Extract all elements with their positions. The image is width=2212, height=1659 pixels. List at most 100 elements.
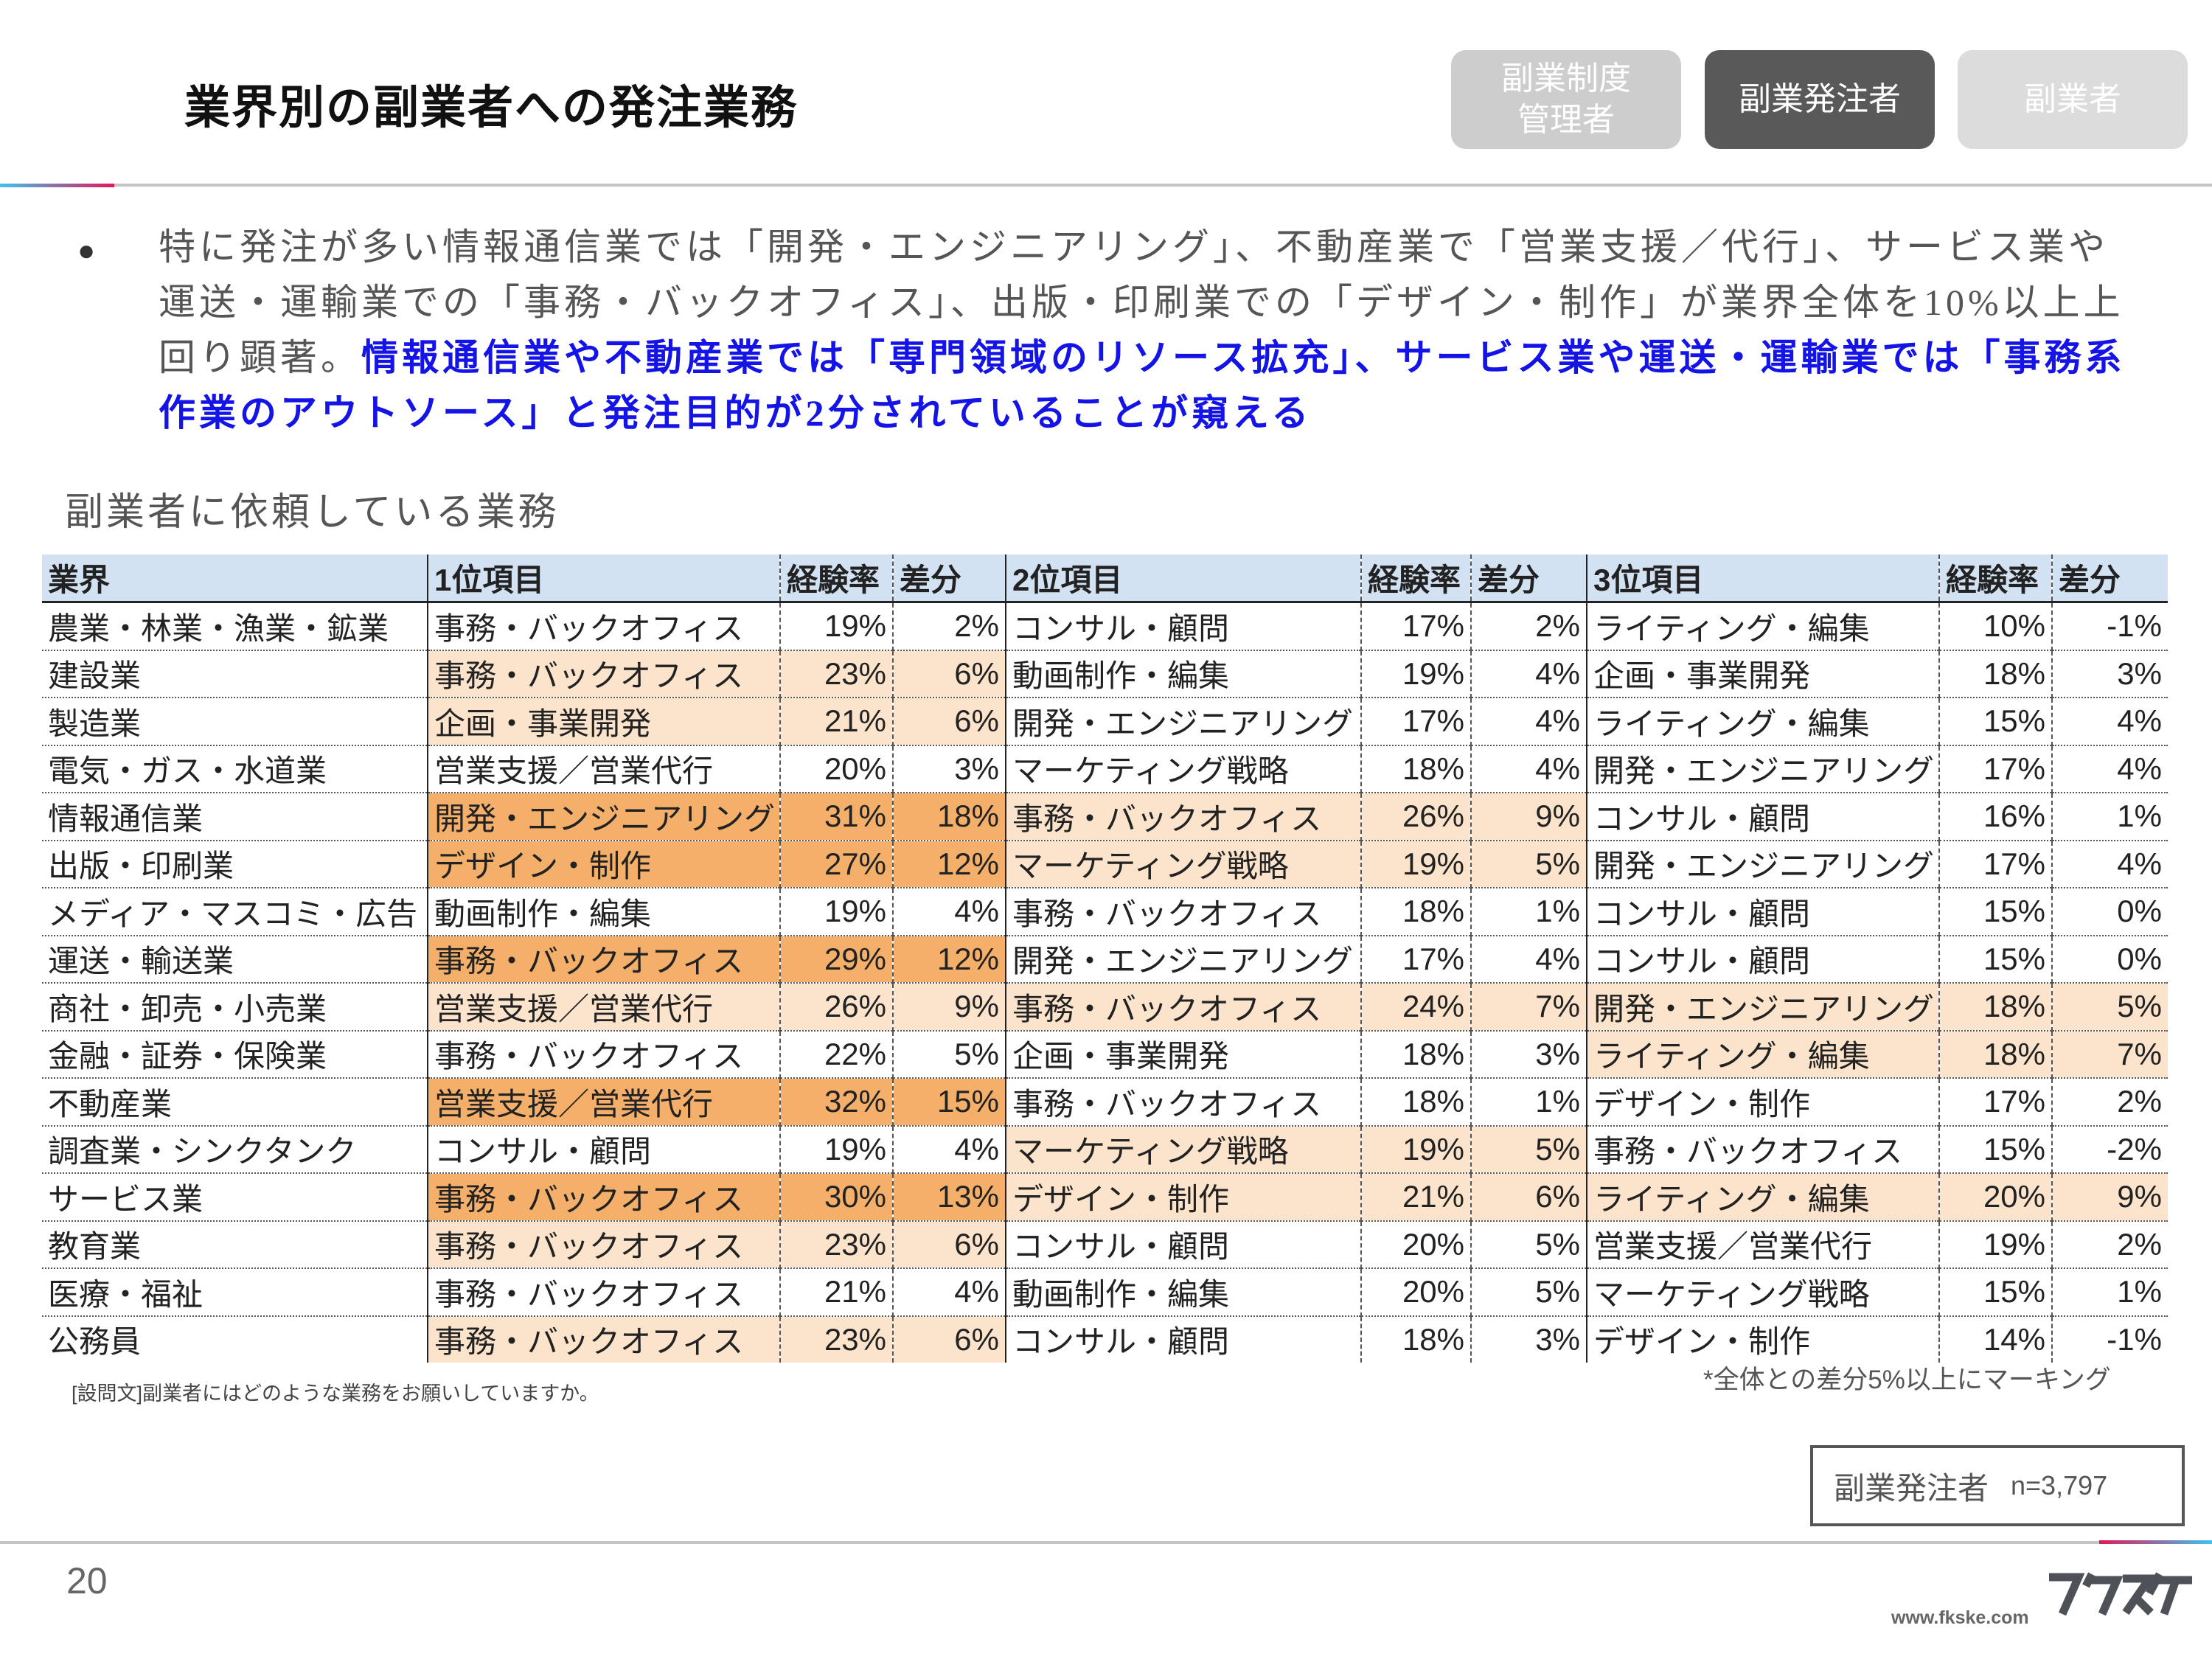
table-row: 出版・印刷業 デザイン・制作 27% 12% マーケティング戦略 19% 5% 開発・エンジニ…	[42, 840, 2168, 888]
summary-emphasis: 情報通信業や不動産業では「専門領域のリソース拡充」、サービス業や運送・運輸業では…	[159, 337, 2126, 434]
rank3-diff-cell: 2%	[2051, 1078, 2168, 1127]
rank1-diff-cell: 13%	[892, 1173, 1006, 1222]
rank3-item-cell: 開発・エンジニアリング	[1586, 983, 1939, 1032]
rank1-diff-cell: 6%	[892, 1315, 1006, 1363]
rank3-item-cell: 開発・エンジニアリング	[1586, 840, 1939, 888]
rank1-diff-cell: 12%	[892, 840, 1006, 888]
rank2-diff-cell: 9%	[1470, 793, 1587, 841]
rank1-diff-cell: 5%	[892, 1030, 1006, 1079]
rank2-item-cell: マーケティング戦略	[1005, 840, 1361, 888]
industry-cell: 農業・林業・漁業・鉱業	[42, 602, 428, 651]
rank3-item-cell: 開発・エンジニアリング	[1586, 745, 1939, 793]
rank2-diff-cell: 1%	[1470, 1078, 1587, 1127]
table-row: 建設業 事務・バックオフィス 23% 6% 動画制作・編集 19% 4% 企画・事業開発 18%…	[42, 650, 2168, 698]
rank1-item-cell: 開発・エンジニアリング	[427, 793, 780, 841]
rank1-item-cell: 営業支援／営業代行	[427, 983, 780, 1032]
rank1-item-cell: デザイン・制作	[427, 840, 780, 888]
rank3-rate-cell: 15%	[1938, 935, 2052, 984]
rank1-diff-cell: 6%	[892, 650, 1006, 698]
rank1-item-cell: 動画制作・編集	[427, 888, 780, 936]
header-rank1-rate: 経験率	[779, 554, 893, 603]
rank1-rate-cell: 32%	[779, 1078, 893, 1127]
industry-cell: 出版・印刷業	[42, 840, 428, 888]
segment-side-job-system-admin[interactable]: 副業制度 管理者	[1451, 50, 1681, 149]
rank1-diff-cell: 12%	[892, 935, 1006, 984]
rank2-item-cell: 事務・バックオフィス	[1005, 888, 1361, 936]
rank3-rate-cell: 17%	[1938, 840, 2052, 888]
rank2-item-cell: マーケティング戦略	[1005, 1125, 1361, 1174]
rank1-item-cell: 事務・バックオフィス	[427, 1268, 780, 1317]
table-row: 調査業・シンクタンク コンサル・顧問 19% 4% マーケティング戦略 19% 5% 事務・バ…	[42, 1125, 2168, 1174]
rank2-diff-cell: 4%	[1470, 650, 1587, 698]
rank2-diff-cell: 5%	[1470, 1125, 1587, 1174]
rank2-rate-cell: 18%	[1360, 1030, 1471, 1079]
rank3-rate-cell: 17%	[1938, 745, 2052, 793]
rank3-item-cell: 営業支援／営業代行	[1586, 1220, 1939, 1269]
rank3-rate-cell: 15%	[1938, 1125, 2052, 1174]
rank1-item-cell: コンサル・顧問	[427, 1125, 780, 1174]
rank1-diff-cell: 9%	[892, 983, 1006, 1032]
footer-divider	[0, 1541, 2099, 1544]
rank2-item-cell: デザイン・制作	[1005, 1173, 1361, 1222]
header-rank3-item: 3位項目	[1586, 554, 1939, 603]
rank2-item-cell: 事務・バックオフィス	[1005, 793, 1361, 841]
rank3-rate-cell: 18%	[1938, 983, 2052, 1032]
header-rank3-diff: 差分	[2051, 554, 2168, 603]
rank3-item-cell: マーケティング戦略	[1586, 1268, 1939, 1317]
rank1-rate-cell: 29%	[779, 935, 893, 984]
header-rank1-item: 1位項目	[427, 554, 780, 603]
rank2-item-cell: 事務・バックオフィス	[1005, 983, 1361, 1032]
rank1-rate-cell: 31%	[779, 793, 893, 841]
segment-side-job-worker[interactable]: 副業者	[1958, 50, 2188, 149]
rank3-diff-cell: -2%	[2051, 1125, 2168, 1174]
rank3-item-cell: デザイン・制作	[1586, 1078, 1939, 1127]
rank3-diff-cell: -1%	[2051, 602, 2168, 651]
rank2-diff-cell: 1%	[1470, 888, 1587, 936]
rank1-item-cell: 事務・バックオフィス	[427, 1030, 780, 1079]
rank2-diff-cell: 6%	[1470, 1173, 1587, 1222]
industry-cell: 教育業	[42, 1220, 428, 1269]
rank2-item-cell: 開発・エンジニアリング	[1005, 698, 1361, 746]
rank1-item-cell: 事務・バックオフィス	[427, 935, 780, 984]
rank1-rate-cell: 23%	[779, 1220, 893, 1269]
logo-graphic	[2049, 1572, 2192, 1616]
rank2-rate-cell: 20%	[1360, 1220, 1471, 1269]
rank3-rate-cell: 15%	[1938, 1268, 2052, 1317]
summary-normal: 特に発注が多い情報通信業では「開発・エンジニアリング」、不動産業で「営業支援／代…	[159, 226, 2124, 378]
rank2-item-cell: コンサル・顧問	[1005, 1315, 1361, 1363]
rank3-item-cell: コンサル・顧問	[1586, 793, 1939, 841]
page-number: 20	[66, 1560, 108, 1601]
industry-cell: 不動産業	[42, 1078, 428, 1127]
header-industry: 業界	[42, 554, 428, 603]
rank2-rate-cell: 19%	[1360, 840, 1471, 888]
rank1-diff-cell: 18%	[892, 793, 1006, 841]
rank2-diff-cell: 4%	[1470, 698, 1587, 746]
rank2-rate-cell: 20%	[1360, 1268, 1471, 1317]
rank3-diff-cell: 4%	[2051, 840, 2168, 888]
rank3-item-cell: コンサル・顧問	[1586, 935, 1939, 984]
sample-label: 副業発注者	[1834, 1470, 1989, 1506]
rank1-rate-cell: 20%	[779, 745, 893, 793]
industry-cell: 運送・輸送業	[42, 935, 428, 984]
industry-cell: 公務員	[48, 1324, 142, 1360]
industry-cell: 建設業	[42, 650, 428, 698]
rank2-diff-cell: 4%	[1470, 745, 1587, 793]
rank2-item-cell: マーケティング戦略	[1005, 745, 1361, 793]
rank2-rate-cell: 18%	[1360, 1315, 1471, 1363]
rank3-rate-cell: 15%	[1938, 888, 2052, 936]
rank1-diff-cell: 6%	[892, 698, 1006, 746]
rank2-diff-cell: 5%	[1470, 1220, 1587, 1269]
rank1-rate-cell: 19%	[779, 888, 893, 936]
fukusuke-logo	[2046, 1567, 2194, 1622]
rank3-diff-cell: 4%	[2051, 698, 2168, 746]
footer-url[interactable]: www.fkske.com	[1891, 1607, 2029, 1628]
rank1-item-cell: 事務・バックオフィス	[427, 1315, 780, 1363]
rank1-diff-cell: 15%	[892, 1078, 1006, 1127]
sample-n: n=3,797	[2011, 1470, 2108, 1500]
rank1-item-cell: 事務・バックオフィス	[427, 1173, 780, 1222]
rank1-rate-cell: 21%	[779, 698, 893, 746]
rank2-rate-cell: 18%	[1360, 1078, 1471, 1127]
segment-side-job-orderer[interactable]: 副業発注者	[1705, 50, 1935, 149]
table-row: 製造業 企画・事業開発 21% 6% 開発・エンジニアリング 17% 4% ライティング・編集…	[42, 698, 2168, 746]
industry-cell: メディア・マスコミ・広告	[42, 888, 428, 936]
